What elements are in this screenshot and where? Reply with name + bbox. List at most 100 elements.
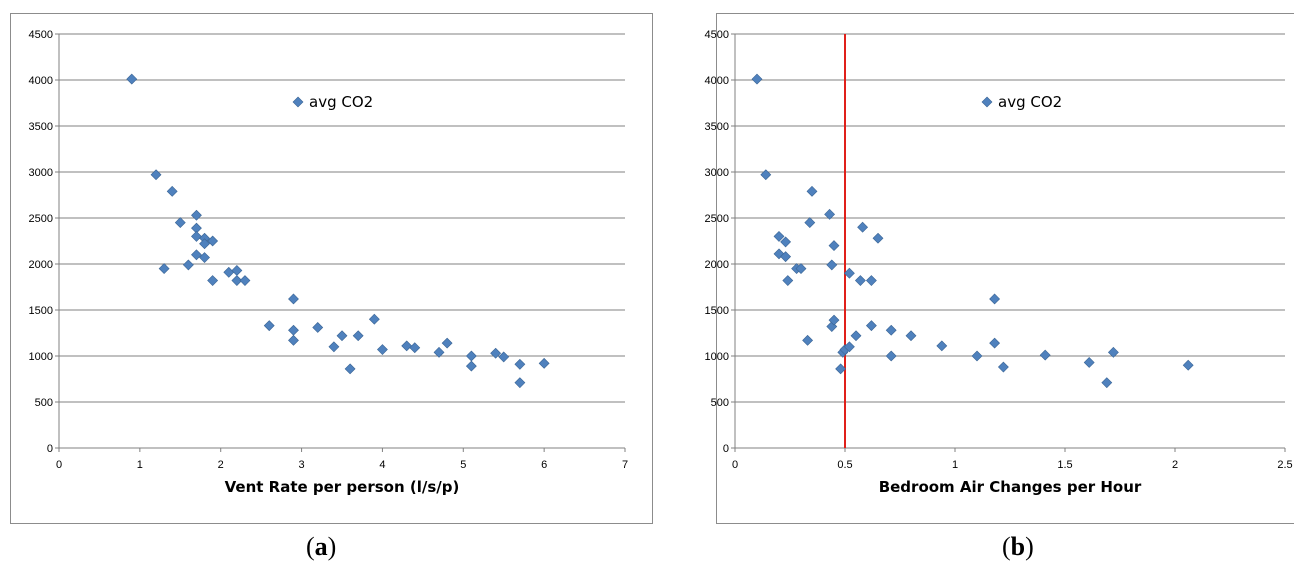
data-point bbox=[191, 209, 202, 221]
data-point bbox=[352, 330, 364, 342]
data-point bbox=[223, 266, 235, 278]
y-tick-label: 0 bbox=[723, 443, 729, 455]
data-point bbox=[850, 330, 862, 342]
y-tick-label: 2000 bbox=[29, 259, 53, 271]
data-point bbox=[989, 293, 1001, 305]
y-tick-label: 2000 bbox=[705, 259, 729, 271]
data-point bbox=[1101, 377, 1113, 389]
data-point bbox=[835, 363, 847, 375]
legend-marker bbox=[981, 96, 993, 108]
data-point bbox=[989, 337, 1001, 349]
caption-a-letter: a bbox=[314, 532, 328, 561]
data-point bbox=[312, 322, 324, 333]
data-point bbox=[828, 240, 840, 252]
data-point bbox=[1083, 357, 1095, 368]
x-axis-title: Vent Rate per person (l/s/p) bbox=[225, 478, 460, 496]
x-tick-label: 0 bbox=[56, 459, 62, 471]
y-tick-label: 4000 bbox=[29, 75, 53, 87]
y-tick-label: 500 bbox=[35, 397, 53, 409]
data-point bbox=[288, 293, 299, 305]
data-point bbox=[498, 351, 510, 363]
caption-a: (a) bbox=[306, 532, 337, 561]
legend-label: avg CO2 bbox=[998, 93, 1062, 111]
x-tick-label: 2 bbox=[218, 459, 224, 471]
y-tick-label: 2500 bbox=[29, 213, 53, 225]
data-point bbox=[905, 330, 917, 342]
y-tick-label: 0 bbox=[47, 443, 53, 455]
data-point bbox=[971, 350, 983, 362]
data-point bbox=[158, 263, 170, 275]
chart-panel-a: 0 500 1000 1500 2000 2500 3000 3500 4000 4500 0 1 2 3… bbox=[10, 13, 653, 524]
data-point bbox=[804, 217, 816, 229]
data-point bbox=[409, 342, 421, 354]
y-tick-label: 3500 bbox=[705, 121, 729, 133]
data-point bbox=[465, 360, 477, 372]
data-point bbox=[865, 275, 877, 286]
y-tick-label: 1500 bbox=[29, 305, 53, 317]
data-point bbox=[336, 330, 348, 342]
data-point bbox=[465, 350, 477, 362]
caption-b: (b) bbox=[1002, 532, 1034, 561]
data-point bbox=[854, 275, 866, 286]
data-point bbox=[328, 341, 340, 353]
caption-b-letter: b bbox=[1010, 532, 1026, 561]
data-point bbox=[174, 217, 186, 229]
x-tick-label: 1.5 bbox=[1057, 459, 1072, 471]
data-point bbox=[843, 341, 855, 353]
x-tick-label: 0.5 bbox=[837, 459, 852, 471]
data-point bbox=[780, 236, 792, 248]
data-point bbox=[239, 275, 251, 286]
data-point bbox=[806, 185, 818, 197]
x-tick-label: 1 bbox=[952, 459, 958, 471]
data-point bbox=[1182, 359, 1194, 371]
scatter-chart-a: 0 500 1000 1500 2000 2500 3000 3500 4000 4500 0 1 2 3… bbox=[29, 29, 629, 496]
data-point bbox=[126, 73, 138, 85]
data-point bbox=[1107, 346, 1119, 358]
y-tick-label: 500 bbox=[711, 397, 729, 409]
data-point bbox=[1039, 349, 1051, 361]
y-tick-label: 3000 bbox=[705, 167, 729, 179]
data-point bbox=[199, 252, 210, 263]
data-point bbox=[514, 377, 526, 389]
data-point bbox=[199, 238, 210, 250]
chart-panel-b: 0 500 1000 1500 2000 2500 3000 3500 4000 4500 0 0.5… bbox=[705, 13, 1294, 524]
data-point bbox=[857, 221, 869, 233]
data-point bbox=[377, 344, 388, 355]
data-point bbox=[150, 169, 162, 181]
data-point bbox=[795, 263, 807, 275]
data-point bbox=[191, 249, 202, 261]
data-point bbox=[828, 314, 840, 326]
data-point bbox=[166, 185, 178, 197]
data-point bbox=[826, 259, 838, 271]
y-tick-label: 1000 bbox=[29, 351, 53, 363]
data-point bbox=[344, 363, 356, 375]
data-point bbox=[802, 334, 814, 346]
x-axis-title: Bedroom Air Changes per Hour bbox=[879, 478, 1142, 496]
y-tick-label: 1500 bbox=[705, 305, 729, 317]
data-point bbox=[401, 340, 413, 352]
y-tick-label: 3500 bbox=[29, 121, 53, 133]
x-tick-label: 2.5 bbox=[1277, 459, 1292, 471]
x-tick-label: 0 bbox=[732, 459, 738, 471]
data-point bbox=[751, 73, 763, 85]
data-point bbox=[288, 334, 299, 346]
data-point bbox=[231, 275, 243, 286]
data-point bbox=[514, 358, 526, 370]
data-point bbox=[182, 259, 194, 271]
data-point bbox=[207, 275, 219, 286]
y-tick-label: 1000 bbox=[705, 351, 729, 363]
data-point bbox=[843, 267, 855, 279]
data-point bbox=[490, 347, 502, 359]
data-point bbox=[231, 265, 243, 276]
x-tick-label: 3 bbox=[299, 459, 305, 471]
data-point bbox=[997, 361, 1009, 373]
data-point bbox=[936, 340, 948, 352]
data-point bbox=[433, 346, 445, 358]
x-tick-label: 1 bbox=[137, 459, 143, 471]
x-tick-label: 2 bbox=[1172, 459, 1178, 471]
data-point bbox=[782, 275, 794, 286]
legend-label: avg CO2 bbox=[309, 93, 373, 111]
x-tick-label: 4 bbox=[379, 459, 385, 471]
data-point bbox=[885, 350, 897, 362]
data-point bbox=[872, 232, 884, 244]
